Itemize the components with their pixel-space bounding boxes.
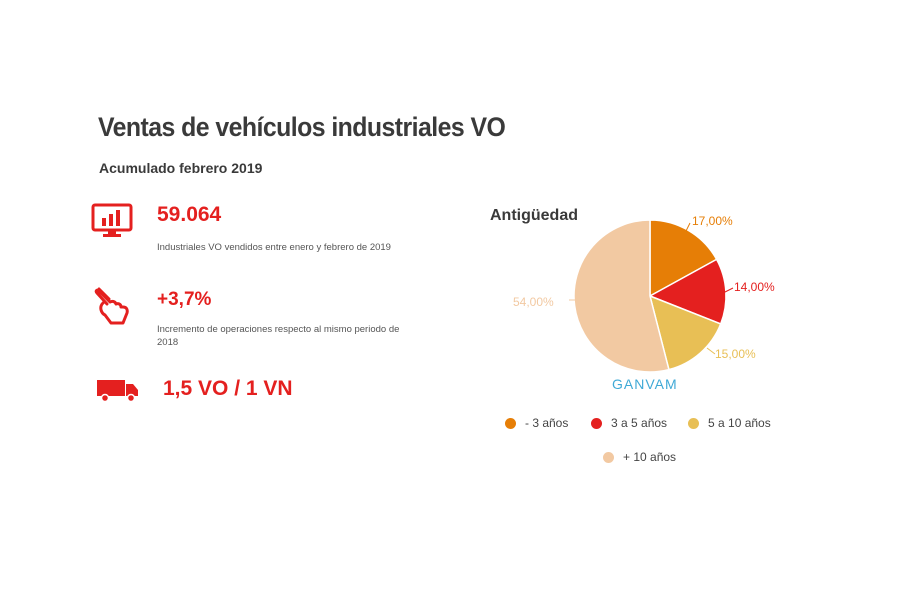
legend-label: 5 a 10 años (708, 416, 771, 430)
stat-value-increment: +3,7% (157, 289, 212, 310)
pie-slice-2 (648, 294, 722, 371)
ganvam-logo: GANVAM (612, 376, 678, 392)
slice-label-3: 54,00% (513, 295, 554, 309)
page-subtitle: Acumulado febrero 2019 (99, 160, 263, 176)
legend-swatch (603, 451, 614, 463)
legend-label: + 10 años (623, 450, 677, 464)
legend-item-1: 3 a 5 años (591, 416, 667, 430)
stat-description-increment: Incremento de operaciones respecto al mi… (157, 324, 400, 348)
legend-item-0: - 3 años (505, 416, 568, 430)
truck-icon (97, 380, 138, 402)
legend-label: 3 a 5 años (611, 416, 668, 430)
slice-label-2: 15,00% (715, 347, 756, 361)
monitor-chart-icon (91, 203, 133, 237)
pie-slice-3 (573, 219, 670, 373)
stat-value-ratio: 1,5 VO / 1 VN (163, 377, 293, 400)
legend-label: - 3 años (525, 416, 569, 430)
stat-description-sales: Industriales VO vendidos entre enero y f… (157, 242, 391, 253)
page-title: Ventas de vehículos industriales VO (98, 112, 506, 142)
pie-chart (573, 219, 727, 373)
legend-item-3: + 10 años (603, 450, 676, 464)
hand-pointer-icon (94, 287, 129, 325)
slice-label-0: 17,00% (692, 214, 733, 228)
stat-value-sales: 59.064 (157, 203, 222, 226)
legend-item-2: 5 a 10 años (688, 416, 771, 430)
chart-title: Antigüedad (490, 207, 578, 224)
legend-swatch (505, 417, 516, 429)
legend-swatch (688, 417, 699, 429)
legend-swatch (591, 417, 602, 429)
slice-label-1: 14,00% (734, 280, 775, 294)
